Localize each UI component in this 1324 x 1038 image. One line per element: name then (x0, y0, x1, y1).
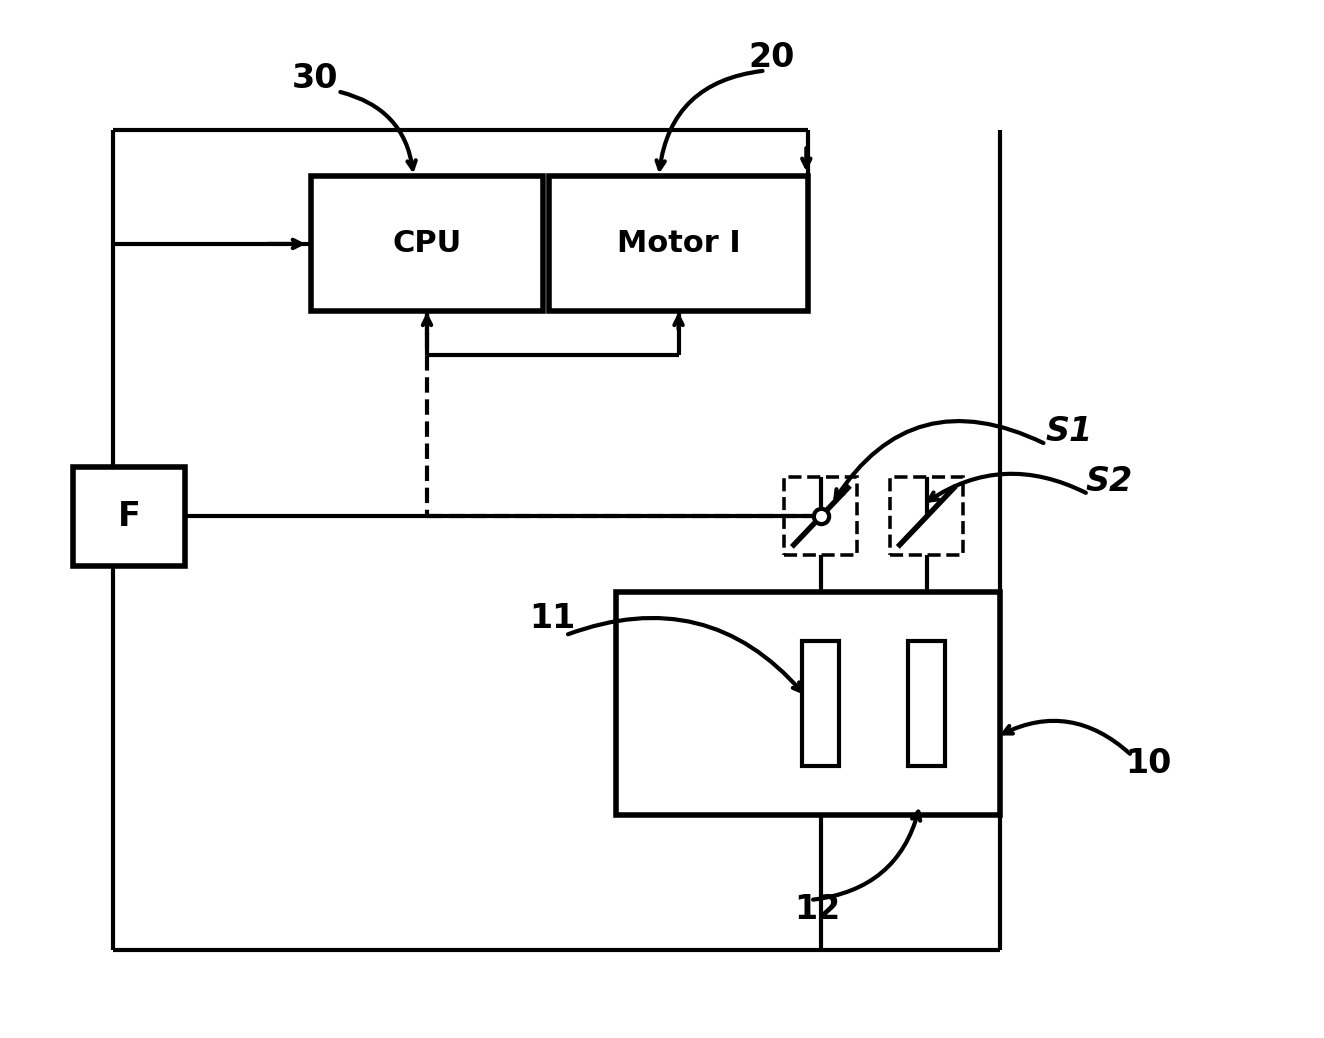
Text: 11: 11 (530, 602, 576, 635)
Text: F: F (118, 500, 140, 532)
Bar (311, 176, 543, 311)
Bar (73, 467, 185, 566)
Bar (549, 176, 808, 311)
Bar (802, 640, 839, 766)
Text: S1: S1 (1046, 415, 1094, 448)
Text: 20: 20 (748, 42, 794, 75)
Text: CPU: CPU (392, 229, 462, 258)
Text: S2: S2 (1086, 465, 1133, 498)
Bar (784, 477, 858, 555)
Bar (908, 640, 945, 766)
Text: Motor I: Motor I (617, 229, 740, 258)
Bar (616, 592, 1000, 815)
Text: 10: 10 (1125, 747, 1172, 781)
Bar (890, 477, 963, 555)
Text: 30: 30 (291, 62, 338, 95)
Text: 12: 12 (794, 893, 841, 926)
